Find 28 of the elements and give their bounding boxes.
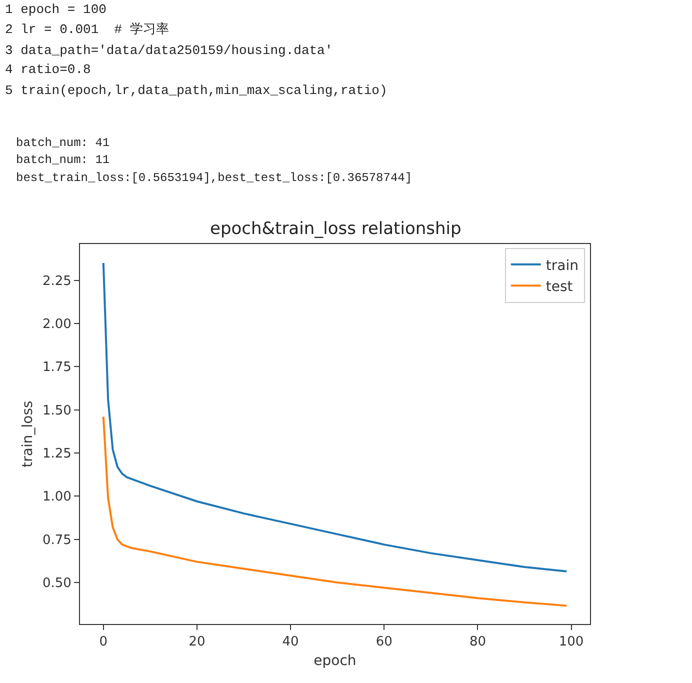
text: best_train_loss:[0.5653194],best_test_loss:[0.36578744] (16, 171, 412, 185)
legend-label: test (546, 279, 574, 296)
text: 4 ratio=0.8 (5, 62, 91, 77)
x-axis-title: epoch (314, 652, 356, 669)
line-series (102, 416, 568, 607)
y-tick-label: 0.50 (42, 576, 72, 592)
x-tick-label: 60 (376, 634, 392, 650)
text: 5 train(epoch,lr,data_path,min_max_scaling,ratio) (5, 83, 388, 98)
chart-title: epoch&train_loss relationship (210, 219, 462, 239)
x-tick-label: 20 (188, 634, 206, 650)
text: batch_num: 41 (16, 136, 110, 150)
text: 3 data_path='data/data250159/housing.data' (5, 43, 333, 58)
text: batch_num: 11 (16, 153, 110, 167)
y-tick-label: 1.75 (42, 360, 72, 376)
x-tick-label: 80 (469, 634, 486, 650)
y-tick-label: 2.25 (42, 274, 72, 289)
y-tick-label: 1.50 (42, 403, 72, 418)
x-tick-label: 0 (99, 634, 108, 650)
text: 2 lr = 0.001 # 学习率 (5, 21, 169, 37)
y-axis-title: train_loss (20, 400, 36, 468)
y-tick-label: 1.25 (42, 446, 72, 462)
y-tick-label: 2.00 (42, 317, 72, 332)
x-tick-label: 40 (282, 634, 299, 650)
y-tick-label: 0.75 (42, 532, 72, 548)
y-tick-label: 1.00 (42, 490, 72, 505)
legend-label: train (546, 258, 578, 274)
x-tick-label: 100 (558, 634, 584, 650)
text: 1 epoch = 100 (5, 2, 106, 17)
